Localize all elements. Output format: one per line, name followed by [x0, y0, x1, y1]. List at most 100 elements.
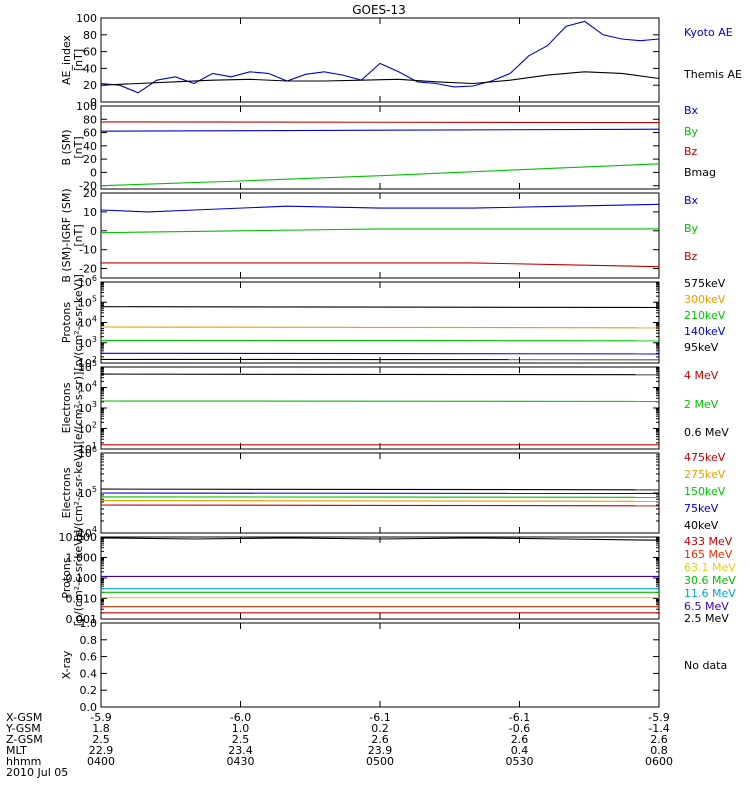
- series-line-protons_low-0: [101, 306, 659, 309]
- ephemeris-value: 2.6: [511, 733, 529, 746]
- legend-entry: 275keV: [684, 468, 726, 481]
- legend-entry: Themis AE: [683, 68, 742, 81]
- ephemeris-value: 0400: [87, 755, 115, 768]
- panel-frame: [100, 622, 660, 708]
- series-line-protons_high-6: [101, 537, 659, 541]
- y-tick-label: 80: [83, 113, 97, 126]
- ephemeris-value: -6.0: [230, 711, 251, 724]
- series-line-protons_low-3: [101, 352, 659, 355]
- ephemeris-value: 0600: [645, 755, 673, 768]
- legend-entry: 2 MeV: [684, 398, 719, 411]
- legend-entry: 40keV: [684, 519, 719, 532]
- date-label: 2010 Jul 05: [6, 766, 68, 779]
- panel-frame: [100, 281, 660, 364]
- y-tick-label: 100: [76, 100, 97, 113]
- ephemeris-value: 0500: [366, 755, 394, 768]
- legend-entry: 11.6 MeV: [684, 587, 736, 600]
- series-line-bigrf-0: [101, 203, 659, 213]
- ephemeris-value: 0.2: [371, 722, 389, 735]
- series-line-bsm-0: [101, 128, 659, 132]
- series-line-bsm-2: [101, 121, 659, 124]
- y-axis-unit: [p/(cm²-s-sr-keV)]: [72, 530, 85, 627]
- y-axis-unit: [nT]: [72, 136, 85, 158]
- y-tick-label: 20: [83, 79, 97, 92]
- panel-frame: [100, 366, 660, 450]
- y-axis-unit: [nT]: [72, 224, 85, 246]
- legend-entry: Bx: [684, 104, 699, 117]
- y-axis-label: Electrons: [60, 382, 73, 433]
- y-axis-label: Protons: [60, 302, 73, 343]
- series-line-bsm-1: [101, 163, 659, 187]
- y-tick-label: 0: [90, 225, 97, 238]
- panel-frame: [100, 17, 660, 103]
- series-line-electrons_mev-2: [101, 373, 659, 376]
- ephemeris-value: 23.4: [228, 744, 253, 757]
- y-tick-label: -10: [79, 244, 97, 257]
- series-line-electrons_kev-4: [101, 488, 659, 491]
- y-axis-unit: [e/(cm²-s-sr)]: [72, 372, 85, 445]
- y-tick-label: 0.2: [80, 684, 98, 697]
- y-axis-label: Protons: [60, 557, 73, 598]
- ephemeris-value: 22.9: [89, 744, 114, 757]
- legend-entry: 575keV: [684, 277, 726, 290]
- ephemeris-value: 23.9: [368, 744, 393, 757]
- y-tick-label: 60: [83, 46, 97, 59]
- series-line-electrons_kev-1: [101, 499, 659, 502]
- ephemeris-value: -5.9: [90, 711, 111, 724]
- y-tick-label: 60: [83, 127, 97, 140]
- ephemeris-value: 2.6: [650, 733, 668, 746]
- y-axis-label: X-ray: [60, 650, 73, 679]
- ephemeris-value: 0.4: [511, 744, 529, 757]
- ephemeris-value: -1.4: [648, 722, 669, 735]
- y-axis-label: B (SM): [60, 129, 73, 165]
- legend-entry: 75keV: [684, 502, 719, 515]
- y-axis-label: Electrons: [60, 467, 73, 518]
- y-tick-label: 0.6: [80, 651, 98, 664]
- legend-entry: By: [684, 222, 699, 235]
- y-tick-label: -20: [79, 263, 97, 276]
- legend-entry: Bmag: [684, 166, 716, 179]
- legend-entry: By: [684, 125, 699, 138]
- legend-entry: 475keV: [684, 451, 726, 464]
- y-axis-unit: [e/(cm²-s-sr-keV)]: [72, 445, 85, 541]
- y-tick-label: 0.001: [66, 613, 98, 626]
- legend-entry: 2.5 MeV: [684, 612, 729, 625]
- ephemeris-table: X-GSM -5.9 -6.0 -6.1 -6.1 -5.9 Y-GSM 1.8 1.0 0.2 -…: [5, 711, 673, 768]
- ephemeris-value: 2.5: [92, 733, 110, 746]
- legend-entry: Bz: [684, 145, 698, 158]
- series-line-electrons_kev-0: [101, 504, 659, 507]
- y-tick-label: 40: [83, 62, 97, 75]
- ephemeris-value: 0530: [506, 755, 534, 768]
- ephemeris-value: -0.6: [509, 722, 530, 735]
- legend-entry: 150keV: [684, 485, 726, 498]
- ephemeris-value: -6.1: [369, 711, 390, 724]
- y-tick-label: 0.4: [80, 667, 98, 680]
- y-axis-label: AE_index: [60, 34, 73, 85]
- legend-entry: 210keV: [684, 309, 726, 322]
- y-tick-label: 0.0: [80, 701, 98, 714]
- legend-entry: 140keV: [684, 325, 726, 338]
- legend-entry: 433 MeV: [684, 535, 733, 548]
- ephemeris-value: 0.8: [650, 744, 668, 757]
- ephemeris-value: 2.5: [232, 733, 250, 746]
- y-axis-unit: [p/(cm²-s-sr-keV)]: [72, 274, 85, 371]
- legend-entry: 4 MeV: [684, 369, 719, 382]
- legend-entry: 30.6 MeV: [684, 574, 736, 587]
- y-tick-label: -20: [79, 180, 97, 193]
- y-tick-label: 1.0: [80, 617, 98, 630]
- legend-entry: Kyoto AE: [684, 26, 733, 39]
- y-tick-label: 40: [83, 140, 97, 153]
- ephemeris-row-label: Z-GSM: [6, 733, 43, 746]
- y-tick-label: 0: [90, 96, 97, 109]
- panel-protons_high: 0.001 0.010 0.100 1.000 10.000 Protons [p/(cm²…: [59, 530, 737, 627]
- figure-title: GOES-13: [352, 3, 406, 17]
- series-line-bigrf-1: [101, 228, 659, 234]
- y-axis-unit: [nT]: [72, 49, 85, 71]
- panel-frame: [100, 105, 660, 190]
- legend-entry: 300keV: [684, 293, 726, 306]
- legend-entry: 6.5 MeV: [684, 600, 729, 613]
